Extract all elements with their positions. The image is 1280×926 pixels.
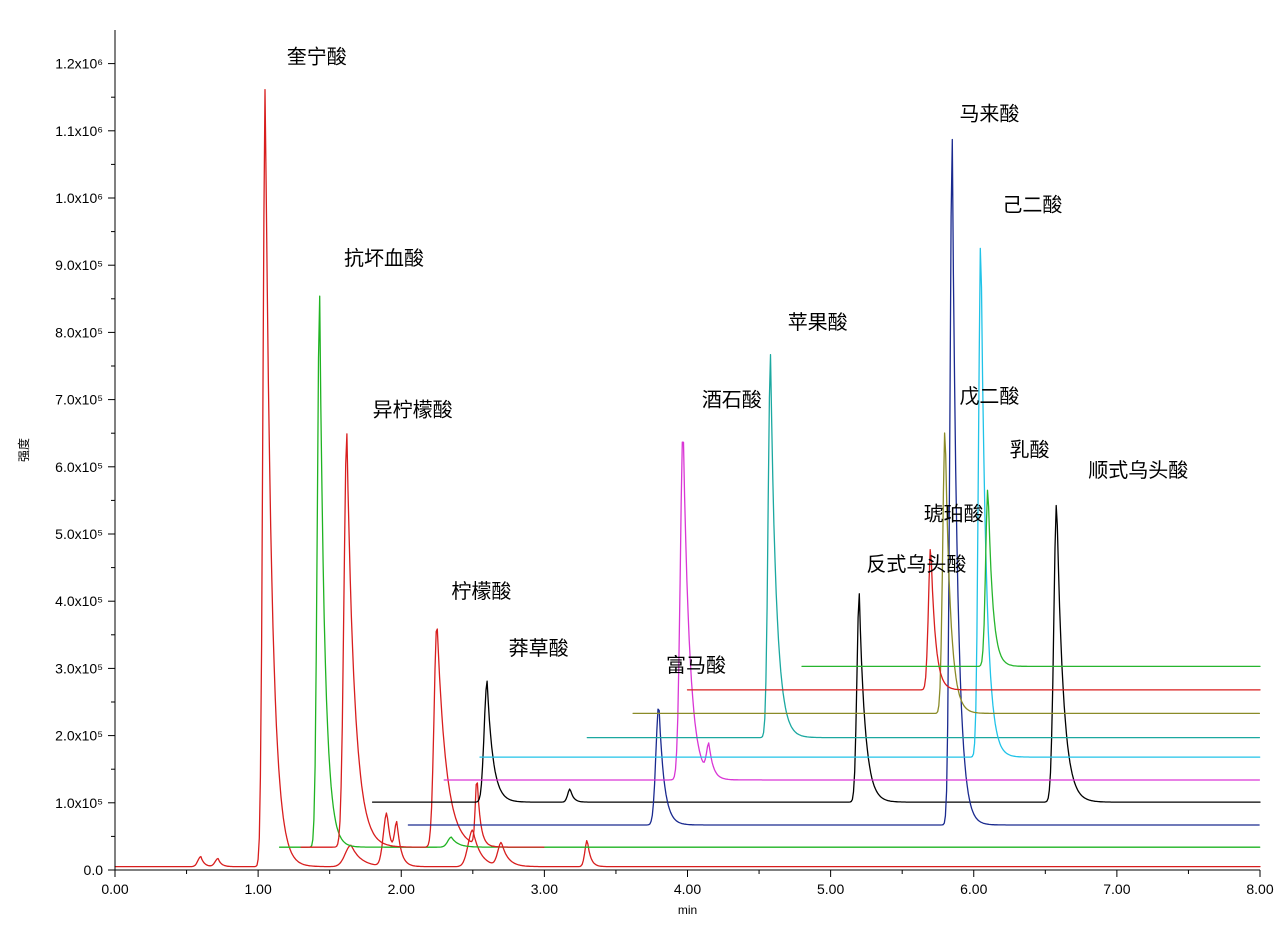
peak-label: 富马酸: [666, 654, 726, 677]
chart-svg: 0.00 1.00 2.00 3.00 4.00 5.00 6.00 7.00 8.00 min 0…: [0, 0, 1280, 926]
x-tick-label: 2.00: [388, 881, 415, 897]
peak-label: 琥珀酸: [924, 503, 984, 526]
y-tick-label: 0.0: [84, 862, 104, 878]
y-tick-label: 4.0x10⁵: [55, 593, 103, 609]
y-tick-label: 6.0x10⁵: [55, 459, 103, 475]
x-tick-label: 8.00: [1246, 881, 1273, 897]
y-tick-label: 2.0x10⁵: [55, 728, 103, 744]
peak-label: 马来酸: [959, 103, 1019, 126]
peak-label: 柠檬酸: [451, 580, 511, 603]
y-tick-label: 1.1x10⁶: [55, 123, 103, 139]
peak-label: 酒石酸: [702, 388, 762, 411]
x-tick-label: 5.00: [817, 881, 844, 897]
x-tick-label: 4.00: [674, 881, 701, 897]
y-tick-label: 9.0x10⁵: [55, 257, 103, 273]
y-tick-label: 5.0x10⁵: [55, 526, 103, 542]
peak-label: 乳酸: [1010, 439, 1050, 462]
peak-label: 抗坏血酸: [344, 247, 424, 270]
peak-label: 奎宁酸: [287, 46, 347, 69]
y-tick-label: 3.0x10⁵: [55, 660, 103, 676]
peak-label: 顺式乌头酸: [1088, 459, 1188, 482]
peak-label: 异柠檬酸: [373, 398, 453, 421]
peak-label: 莽草酸: [509, 637, 569, 660]
x-tick-label: 1.00: [245, 881, 272, 897]
y-axis-title: 强度: [16, 438, 31, 462]
x-tick-label: 0.00: [101, 881, 128, 897]
y-tick-label: 8.0x10⁵: [55, 324, 103, 340]
x-tick-label: 7.00: [1103, 881, 1130, 897]
y-tick-label: 1.2x10⁶: [55, 56, 103, 72]
peak-label: 反式乌头酸: [866, 553, 966, 576]
x-tick-label: 6.00: [960, 881, 987, 897]
peak-label: 戊二酸: [959, 385, 1019, 408]
x-axis-title: min: [678, 903, 697, 917]
chromatogram-chart: 0.00 1.00 2.00 3.00 4.00 5.00 6.00 7.00 8.00 min 0…: [0, 0, 1280, 926]
y-tick-label: 1.0x10⁵: [55, 795, 103, 811]
peak-label: 苹果酸: [788, 311, 848, 334]
x-tick-label: 3.00: [531, 881, 558, 897]
y-tick-label: 1.0x10⁶: [55, 190, 103, 206]
peak-label: 己二酸: [1002, 193, 1062, 216]
y-tick-label: 7.0x10⁵: [55, 392, 103, 408]
